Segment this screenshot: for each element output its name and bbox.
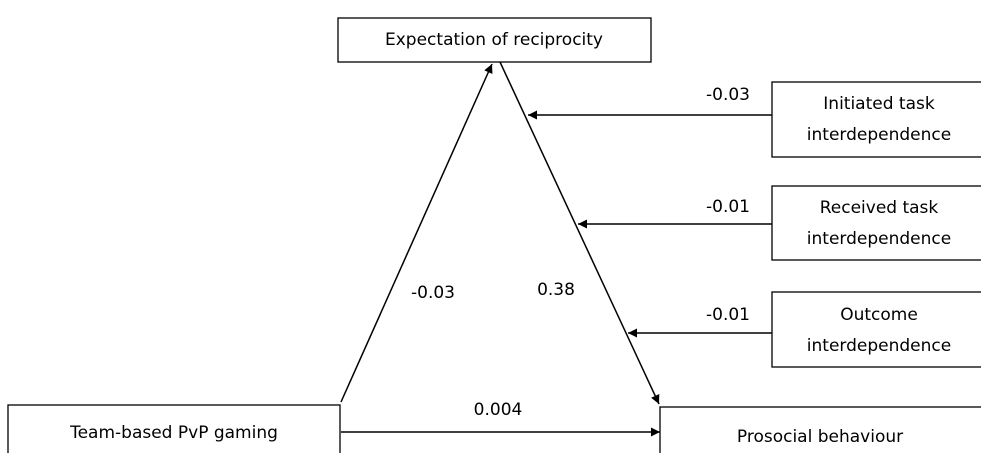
node-box — [771, 291, 981, 368]
node-label: interdependence — [807, 336, 951, 356]
edge-label: -0.01 — [706, 197, 750, 217]
node-label: Received task — [820, 198, 939, 218]
arrow — [499, 61, 660, 405]
node-box — [7, 404, 341, 453]
node-box — [337, 17, 652, 63]
edge-label: -0.03 — [706, 85, 750, 105]
node-box — [771, 185, 981, 261]
node-label: Prosocial behaviour — [737, 427, 903, 447]
node-label: interdependence — [807, 229, 951, 249]
edge-label: -0.01 — [706, 305, 750, 325]
node-label: Expectation of reciprocity — [385, 30, 603, 50]
edge-label: -0.03 — [411, 283, 455, 303]
node-label: Initiated task — [823, 94, 935, 114]
node-box — [659, 406, 981, 453]
edge-label: 0.38 — [537, 280, 575, 300]
arrow — [340, 63, 493, 403]
node-label: Team-based PvP gaming — [69, 423, 278, 443]
node-label: Outcome — [840, 305, 918, 325]
edge-label: 0.004 — [474, 400, 523, 420]
node-label: interdependence — [807, 125, 951, 145]
node-box — [771, 81, 981, 158]
